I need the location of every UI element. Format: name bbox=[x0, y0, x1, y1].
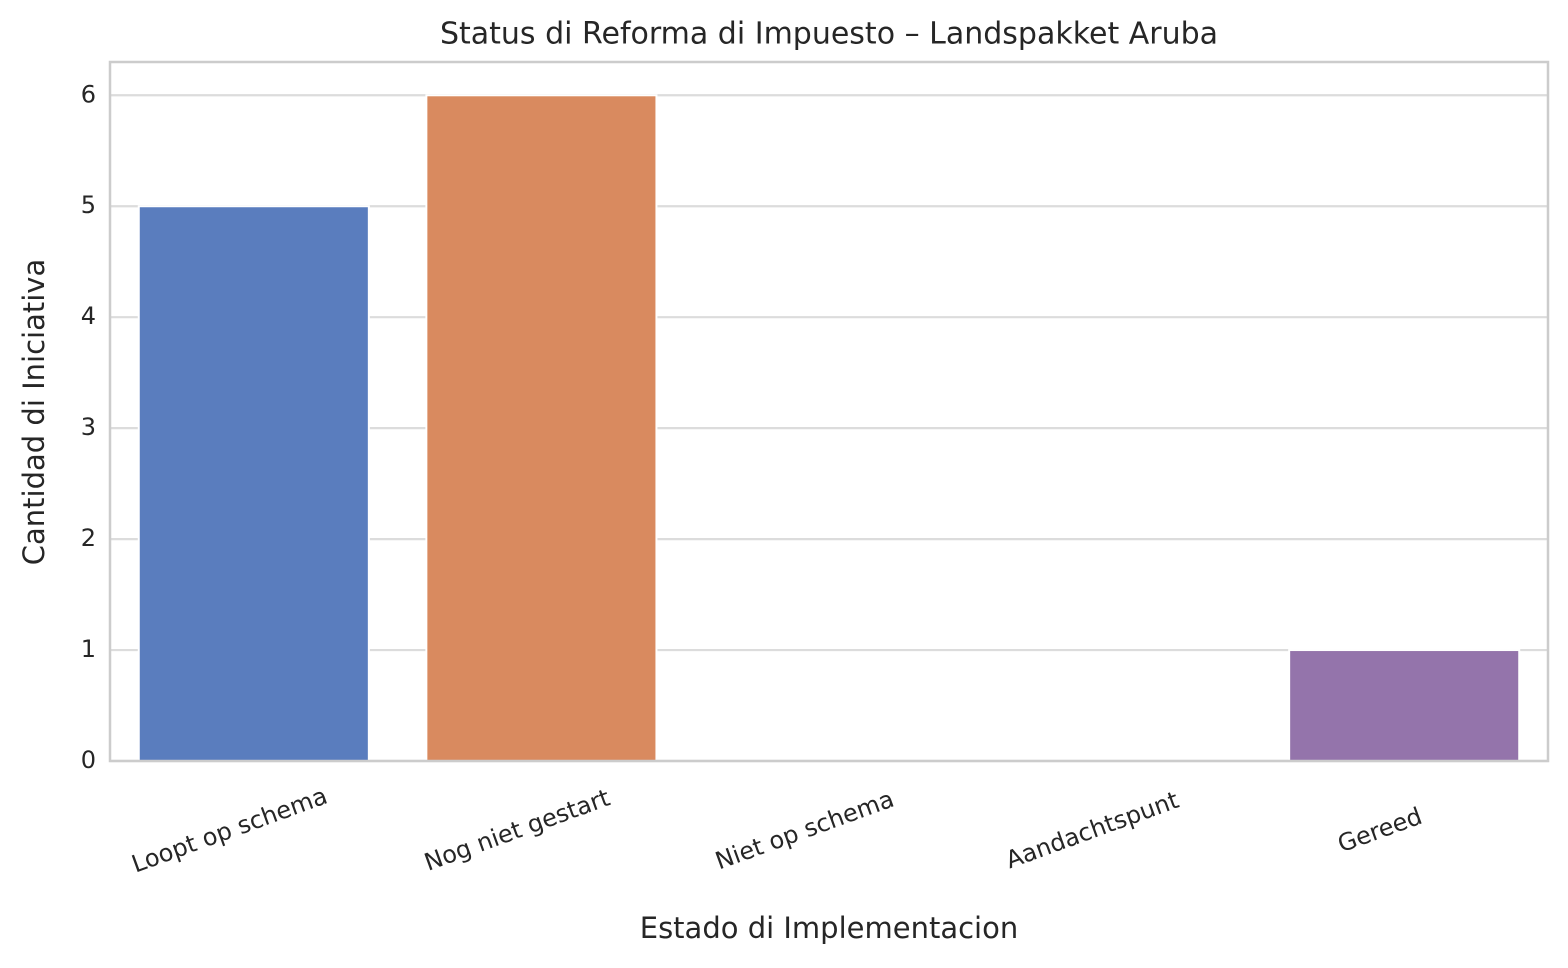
y-tick-label: 4 bbox=[81, 302, 96, 330]
y-tick-label: 5 bbox=[81, 191, 96, 219]
chart-title: Status di Reforma di Impuesto – Landspak… bbox=[440, 17, 1218, 52]
bar bbox=[1288, 649, 1521, 762]
x-tick-label: Loopt op schema bbox=[128, 782, 331, 879]
y-tick-label: 2 bbox=[81, 524, 96, 552]
y-tick-label: 0 bbox=[81, 746, 96, 774]
x-tick-label: Niet op schema bbox=[712, 785, 898, 876]
y-axis-label: Cantidad di Iniciativa bbox=[17, 259, 51, 565]
plot-frame bbox=[108, 60, 1550, 763]
x-tick-label: Gereed bbox=[1334, 802, 1426, 858]
x-axis-label: Estado di Implementacion bbox=[640, 911, 1018, 945]
y-tick-label: 1 bbox=[81, 635, 96, 663]
x-tick-label: Nog niet gestart bbox=[421, 784, 614, 877]
bar bbox=[425, 94, 658, 763]
x-tick-label: Aandachtspunt bbox=[1002, 786, 1182, 874]
y-tick-label: 6 bbox=[81, 80, 96, 108]
bar bbox=[137, 205, 370, 762]
y-tick-label: 3 bbox=[81, 413, 96, 441]
